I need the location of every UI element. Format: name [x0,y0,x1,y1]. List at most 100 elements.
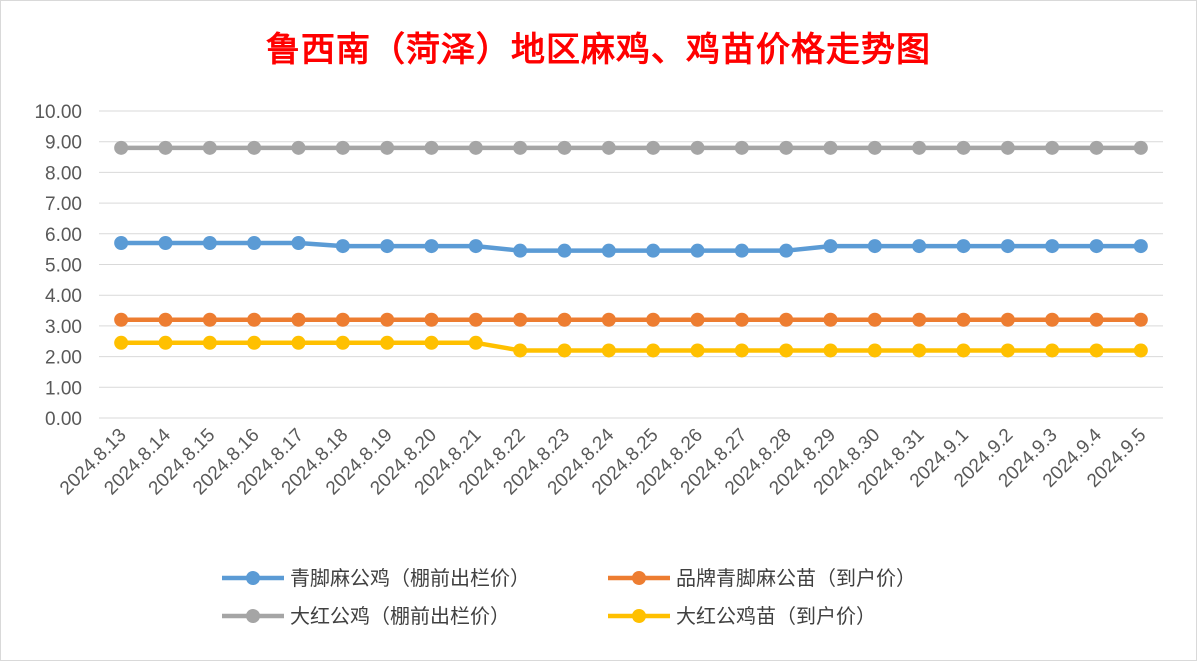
data-point [867,239,882,254]
y-axis-ticks: 0.00 1.00 2.00 3.00 4.00 5.00 6.00 7.00 8.00 9.00… [34,102,82,430]
y-tick-label: 6.00 [45,225,82,246]
legend-swatch-marker [246,571,260,585]
data-point [335,312,350,327]
data-point [823,312,838,327]
data-point [734,243,749,258]
data-point [1089,140,1104,155]
legend-item: 品牌青脚麻公苗（到户价） [608,566,916,590]
y-tick-label: 9.00 [45,133,82,154]
data-point [1000,140,1015,155]
data-point [380,239,395,254]
y-tick-label: 10.00 [34,102,82,123]
data-point [468,312,483,327]
data-point [867,140,882,155]
data-point [1000,343,1015,358]
data-point [557,343,572,358]
data-point [690,312,705,327]
legend-swatch-marker [632,571,646,585]
series-3 [114,335,1148,358]
data-point [779,140,794,155]
legend-item: 青脚麻公鸡（棚前出栏价） [222,566,530,590]
series-line [121,340,1141,353]
data-point [380,140,395,155]
y-tick-label: 1.00 [45,378,82,399]
series-2 [114,140,1148,155]
data-point [247,140,262,155]
data-point [912,140,927,155]
data-point [1045,343,1060,358]
data-point [734,140,749,155]
data-point [779,343,794,358]
data-point [380,312,395,327]
data-point [513,312,528,327]
data-point [1133,140,1148,155]
data-point [823,140,838,155]
data-point [690,243,705,258]
series-0 [114,236,1148,258]
data-point [1000,239,1015,254]
data-point [1045,312,1060,327]
y-tick-label: 2.00 [45,348,82,369]
data-point [158,335,173,350]
legend-label: 品牌青脚麻公苗（到户价） [676,566,916,590]
data-point [114,312,129,327]
data-point [779,243,794,258]
data-point [335,140,350,155]
data-point [1000,312,1015,327]
data-point [513,243,528,258]
gridlines [99,110,1163,419]
legend: 青脚麻公鸡（棚前出栏价） 品牌青脚麻公苗（到户价） 大红公鸡（棚前出栏价） 大红公鸡苗… [222,566,916,628]
y-tick-label: 4.00 [45,286,82,307]
data-point [335,239,350,254]
data-point [1089,343,1104,358]
data-point [956,140,971,155]
data-point [158,140,173,155]
data-point [956,312,971,327]
data-point [557,312,572,327]
y-tick-label: 8.00 [45,163,82,184]
series-line [121,240,1141,253]
data-point [1133,343,1148,358]
data-point [601,140,616,155]
data-point [601,243,616,258]
data-point [646,312,661,327]
data-point [158,236,173,251]
legend-item: 大红公鸡苗（到户价） [608,604,876,628]
data-point [468,140,483,155]
data-point [867,343,882,358]
data-point [247,312,262,327]
data-point [380,335,395,350]
data-point [956,343,971,358]
y-tick-label: 5.00 [45,256,82,277]
data-point [734,312,749,327]
data-point [114,236,129,251]
data-point [513,140,528,155]
data-point [867,312,882,327]
y-tick-label: 0.00 [45,409,82,430]
data-point [690,343,705,358]
data-point [247,236,262,251]
data-point [646,243,661,258]
series-lines [114,140,1148,358]
data-point [424,239,439,254]
data-point [1045,140,1060,155]
legend-label: 青脚麻公鸡（棚前出栏价） [290,566,530,590]
data-point [513,343,528,358]
data-point [557,140,572,155]
data-point [291,335,306,350]
data-point [601,312,616,327]
data-point [247,335,262,350]
data-point [912,239,927,254]
data-point [690,140,705,155]
data-point [779,312,794,327]
x-axis-ticks: 2024.8.132024.8.142024.8.152024.8.162024… [56,424,1150,499]
data-point [202,312,217,327]
data-point [424,335,439,350]
data-point [823,239,838,254]
data-point [291,236,306,251]
data-point [912,343,927,358]
data-point [1133,312,1148,327]
chart-title: 鲁西南（菏泽）地区麻鸡、鸡苗价格走势图 [266,30,931,70]
legend-label: 大红公鸡（棚前出栏价） [290,604,510,628]
